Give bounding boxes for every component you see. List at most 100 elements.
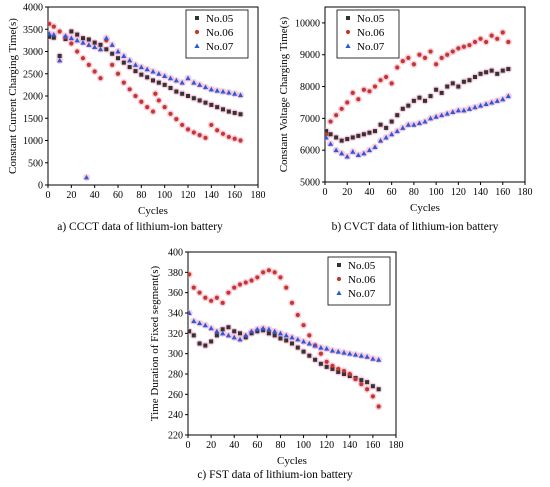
data-point [238, 138, 243, 143]
x-tick-label: 20 [66, 190, 76, 201]
data-point [301, 349, 306, 354]
data-point [376, 387, 381, 392]
data-point [334, 113, 339, 118]
data-point [439, 55, 444, 61]
legend-marker [194, 43, 200, 48]
data-point [283, 332, 289, 338]
data-point [307, 353, 312, 358]
legend: No.05 No.06 No.07 [327, 256, 391, 306]
data-point [145, 75, 150, 80]
data-point [325, 129, 329, 134]
data-point [366, 147, 373, 153]
data-layer [188, 266, 383, 411]
data-point [188, 272, 192, 277]
data-point [328, 119, 333, 124]
data-point [272, 270, 277, 275]
legend-marker [345, 43, 351, 48]
data-point [345, 100, 350, 105]
data-point [495, 36, 500, 41]
data-point [133, 93, 138, 99]
x-tick-label: 140 [473, 187, 488, 198]
data-point [214, 295, 219, 300]
data-point [358, 353, 364, 358]
data-point [139, 99, 144, 104]
data-point [121, 60, 126, 65]
data-point [83, 174, 90, 180]
data-point [370, 394, 375, 399]
data-point [197, 133, 202, 138]
data-point [249, 331, 254, 336]
x-tick-label: 60 [252, 440, 262, 451]
data-point [467, 78, 472, 83]
data-point [196, 320, 203, 326]
data-point [373, 129, 377, 134]
data-point [389, 131, 395, 137]
data-point [365, 387, 370, 392]
data-point [461, 44, 466, 49]
data-point [434, 62, 439, 67]
legend-label: No.06 [348, 274, 376, 286]
data-point [243, 280, 248, 285]
data-point [345, 137, 350, 142]
data-point [312, 342, 318, 348]
data-point [237, 92, 244, 98]
data-point [295, 312, 300, 318]
data-point [232, 136, 237, 141]
legend-label: No.07 [206, 41, 234, 53]
data-point [138, 64, 144, 70]
legend-label: No.06 [357, 27, 385, 39]
data-point [260, 325, 266, 331]
data-point [109, 42, 115, 47]
data-point [500, 96, 506, 102]
data-point [156, 98, 161, 103]
y-tick-label: 400 [168, 248, 183, 259]
data-point [365, 380, 370, 385]
data-point [92, 44, 98, 50]
data-point [203, 100, 208, 105]
data-point [197, 82, 203, 87]
data-point [220, 300, 225, 305]
data-point [353, 376, 358, 382]
data-point [395, 65, 400, 70]
data-point [370, 356, 376, 361]
data-point [295, 336, 301, 342]
data-point [405, 122, 411, 127]
data-point [422, 55, 428, 61]
data-point [336, 366, 341, 372]
data-point [445, 52, 450, 57]
data-point [377, 138, 384, 143]
data-point [86, 42, 92, 47]
data-point [347, 351, 353, 356]
legend-marker [195, 16, 199, 20]
data-point [301, 323, 306, 328]
data-point [151, 78, 155, 83]
x-tick-label: 180 [389, 440, 404, 451]
data-point [411, 62, 416, 67]
data-point [428, 94, 433, 99]
data-point [153, 91, 158, 96]
x-tick-label: 20 [206, 440, 216, 451]
data-point [232, 91, 238, 96]
x-tick-label: 120 [451, 187, 466, 198]
data-point [400, 58, 405, 64]
legend-marker [346, 16, 350, 20]
data-point [277, 330, 284, 336]
data-point [133, 69, 138, 74]
y-tick-label: 320 [168, 329, 183, 340]
data-point [191, 318, 197, 324]
data-point [51, 35, 56, 40]
x-tick-label: 180 [251, 190, 266, 201]
data-point [364, 354, 370, 359]
data-point [266, 268, 271, 273]
data-point [324, 364, 329, 369]
x-tick-label: 0 [323, 187, 328, 198]
data-point [324, 359, 329, 364]
data-point [110, 62, 115, 67]
data-point [220, 330, 226, 336]
data-point [80, 56, 86, 61]
data-point [208, 325, 214, 331]
y-tick-label: 0 [38, 181, 43, 192]
data-point [237, 282, 243, 287]
data-point [197, 98, 202, 103]
data-point [333, 147, 339, 153]
